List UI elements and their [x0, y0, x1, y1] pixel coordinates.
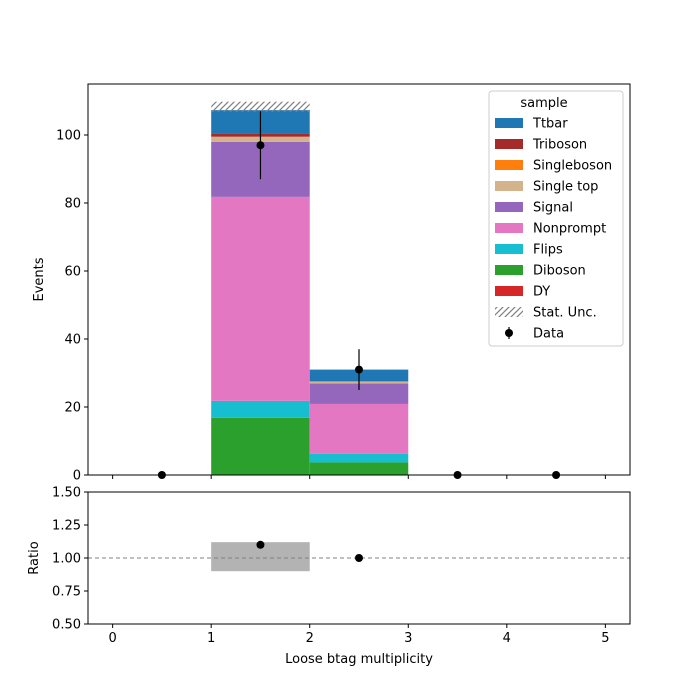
legend: sample Ttbar Triboson Singleboson Single top… — [488, 90, 624, 347]
bar-nonprompt-bin-2 — [309, 403, 409, 454]
main-panel: 0 20 40 60 80 100 Events sample Ttbar Triboson S… — [32, 83, 631, 484]
legend-label-data: Data — [533, 327, 564, 342]
ratio-y-tick-label: 1.25 — [52, 519, 81, 534]
data-point-1 — [256, 141, 265, 150]
legend-label-signal: Signal — [533, 201, 573, 216]
bar-flips-bin-2 — [309, 453, 409, 463]
ratio-point-0 — [256, 540, 265, 549]
legend-swatch-signal — [495, 202, 523, 212]
main-y-tick-label: 100 — [56, 129, 81, 144]
main-y-tick-label: 0 — [73, 469, 81, 484]
main-y-axis-label: Events — [32, 257, 47, 301]
legend-swatch-diboson — [495, 265, 523, 275]
ratio-panel: 0.50 0.75 1.00 1.25 1.50 0 1 2 3 4 5 Ratio Loose … — [27, 486, 631, 667]
bar-flips-bin-1 — [211, 400, 310, 418]
legend-swatch-triboson — [495, 139, 523, 149]
x-tick-label: 0 — [108, 631, 116, 646]
legend-label-triboson: Triboson — [532, 138, 587, 153]
x-tick-label: 4 — [503, 631, 511, 646]
legend-swatch-stat-unc- — [495, 307, 523, 317]
legend-swatch-singleboson — [495, 160, 523, 170]
ratio-y-tick-label: 1.50 — [52, 486, 81, 501]
legend-label-dy: DY — [533, 285, 550, 300]
main-y-tick-label: 20 — [64, 401, 81, 416]
x-tick-label: 5 — [601, 631, 609, 646]
legend-swatch-flips — [495, 244, 523, 254]
bar-nonprompt-bin-1 — [211, 196, 310, 401]
main-plot-frame — [87, 83, 631, 476]
legend-label-flips: Flips — [533, 243, 563, 258]
legend-title: sample — [520, 96, 567, 111]
ratio-y-tick-label: 0.50 — [52, 618, 81, 633]
ratio-y-tick-label: 0.75 — [52, 585, 81, 600]
legend-label-diboson: Diboson — [533, 264, 586, 279]
legend-swatch-nonprompt — [495, 223, 523, 233]
bar-signal-bin-2 — [309, 383, 409, 404]
legend-swatch-dy — [495, 286, 523, 296]
bar-diboson-bin-2 — [309, 462, 409, 475]
main-y-tick-label: 60 — [64, 265, 81, 280]
legend-box — [488, 90, 624, 347]
x-axis-label: Loose btag multiplicity — [285, 652, 433, 667]
legend-label-ttbar: Ttbar — [532, 117, 568, 132]
legend-label-singleboson: Singleboson — [533, 159, 612, 174]
ratio-point-1 — [355, 554, 363, 562]
ratio-y-tick-label: 1.00 — [52, 552, 81, 567]
legend-swatch-ttbar — [495, 118, 523, 128]
bar-diboson-bin-1 — [211, 417, 310, 475]
main-y-tick-label: 40 — [64, 333, 81, 348]
legend-label-single-top: Single top — [533, 180, 598, 195]
legend-swatch-data — [505, 329, 513, 337]
legend-label-nonprompt: Nonprompt — [533, 222, 606, 237]
main-y-tick-label: 80 — [64, 197, 81, 212]
data-point-2 — [355, 365, 363, 374]
legend-swatch-single-top — [495, 181, 523, 191]
legend-label-stat-unc-: Stat. Unc. — [533, 306, 597, 321]
x-tick-label: 2 — [306, 631, 314, 646]
x-tick-label: 3 — [404, 631, 412, 646]
stat-unc-band-bin-1 — [211, 101, 310, 112]
ratio-y-axis-label: Ratio — [27, 541, 42, 574]
x-tick-label: 1 — [207, 631, 215, 646]
